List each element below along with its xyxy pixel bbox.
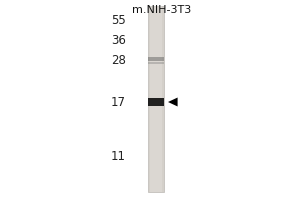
Text: 28: 28: [111, 53, 126, 66]
Text: 17: 17: [111, 96, 126, 108]
Text: 11: 11: [111, 150, 126, 162]
Text: m.NIH-3T3: m.NIH-3T3: [132, 5, 192, 15]
FancyBboxPatch shape: [150, 6, 162, 192]
FancyBboxPatch shape: [148, 6, 164, 192]
Text: 36: 36: [111, 34, 126, 47]
Text: 55: 55: [111, 15, 126, 27]
FancyBboxPatch shape: [148, 62, 164, 64]
Polygon shape: [168, 98, 178, 106]
FancyBboxPatch shape: [148, 98, 164, 106]
FancyBboxPatch shape: [148, 57, 164, 61]
